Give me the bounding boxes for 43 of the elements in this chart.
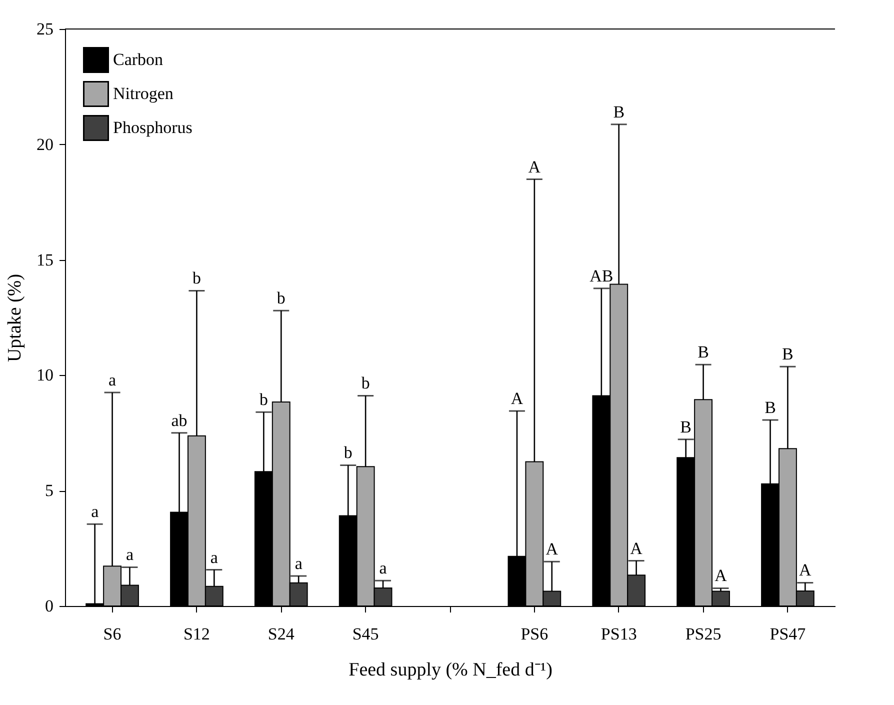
y-tick-label: 0 <box>45 596 54 616</box>
annotation: a <box>210 548 218 567</box>
y-tick-label: 25 <box>36 20 54 38</box>
x-tick-label: S45 <box>352 624 379 644</box>
annotation: b <box>276 288 286 308</box>
annotation: b <box>344 443 352 462</box>
annotation: A <box>799 560 812 580</box>
annotation: A <box>714 566 728 586</box>
x-tick-label: PS13 <box>600 624 637 644</box>
annotation: A <box>510 388 524 408</box>
x-tick-label: S24 <box>268 624 295 644</box>
annotation: a <box>91 502 100 522</box>
annotation: b <box>192 268 201 288</box>
y-tick-label: 20 <box>36 134 54 154</box>
annotation: ab <box>171 410 188 430</box>
annotation: a <box>294 554 303 573</box>
x-tick-label: S12 <box>183 624 210 644</box>
annotation: a <box>379 558 388 578</box>
annotation: A <box>528 157 542 176</box>
annotation: b <box>361 374 370 393</box>
x-tick-label: PS6 <box>520 624 548 644</box>
legend-label: Nitrogen <box>113 84 174 103</box>
annotation: a <box>126 545 134 564</box>
x-tick-label: S6 <box>103 624 122 644</box>
y-axis-title: Uptake (%) <box>4 274 26 362</box>
annotation: B <box>698 342 709 362</box>
annotation: B <box>764 398 776 417</box>
annotation: AB <box>590 266 614 286</box>
annotation: B <box>613 102 625 122</box>
legend-label: Carbon <box>113 50 164 69</box>
annotation: a <box>108 370 117 390</box>
legend-label: Phosphorus <box>113 118 192 137</box>
y-tick-label: 10 <box>36 366 54 385</box>
annotation: A <box>630 538 644 558</box>
y-tick-label: 15 <box>36 250 54 270</box>
annotation: b <box>259 390 268 410</box>
x-tick-label: PS47 <box>770 624 806 644</box>
y-tick-label: 5 <box>45 481 54 500</box>
x-tick-label: PS25 <box>685 624 722 644</box>
x-axis-title: Feed supply (% N_fed d⁻¹) <box>348 660 552 680</box>
annotation: A <box>546 540 559 559</box>
annotation: B <box>782 344 794 364</box>
annotation: B <box>680 417 692 436</box>
